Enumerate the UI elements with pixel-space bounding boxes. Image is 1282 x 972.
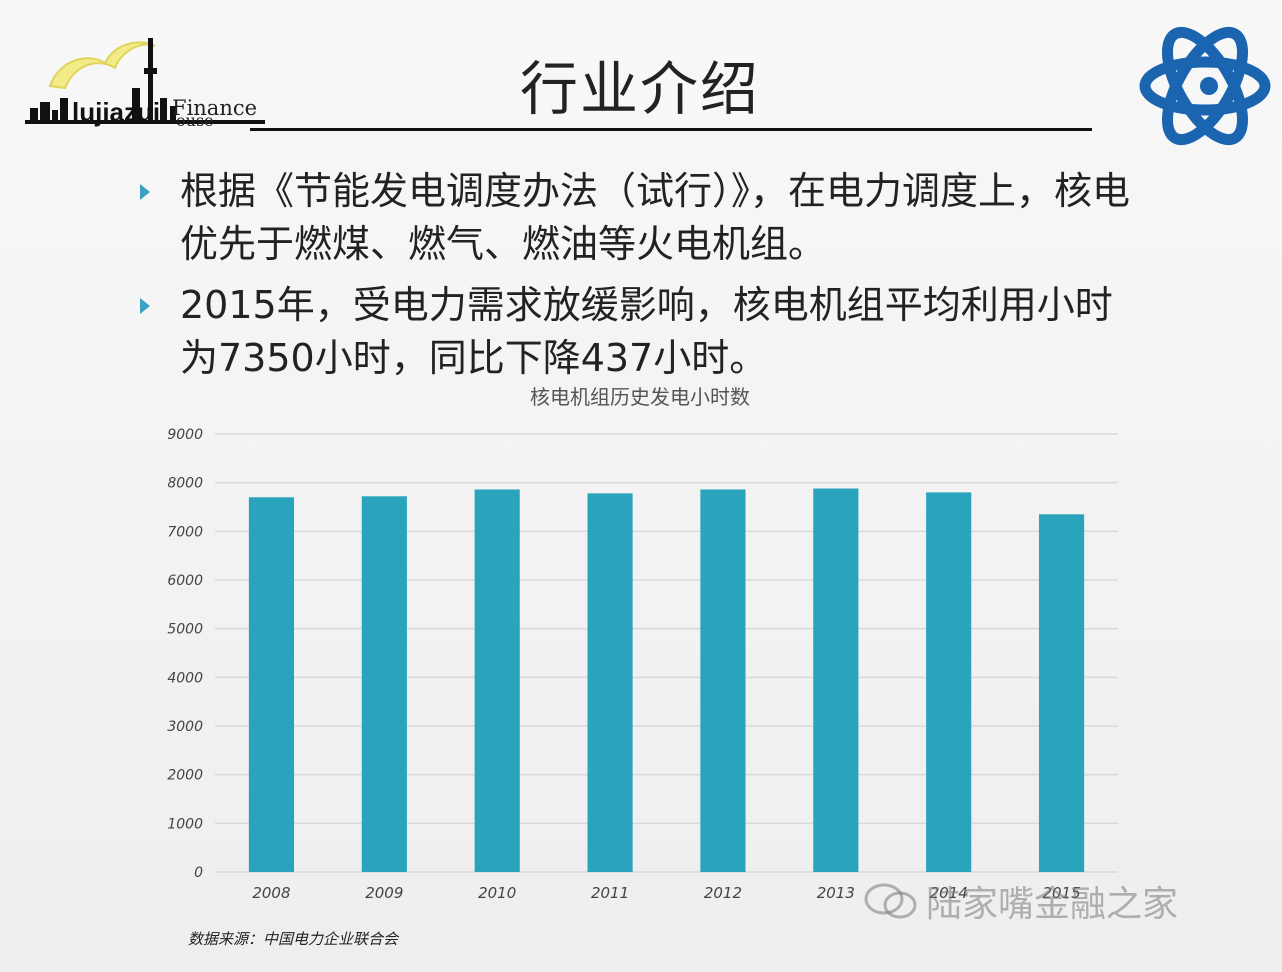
bar-chart: 核电机组历史发电小时数 0 1000 2000 3000 4000 5000 6000 700…: [140, 378, 1140, 938]
bar-2013: [813, 488, 859, 872]
y-tick-label: 2000: [167, 768, 203, 784]
y-tick-label: 9000: [167, 427, 203, 443]
x-tick-label: 2012: [704, 884, 742, 902]
bar-2012: [700, 489, 746, 872]
y-tick-label: 5000: [167, 622, 203, 638]
finance-house-logo: lujiazui: [25, 38, 265, 127]
data-source-note: 数据来源：中国电力企业联合会: [188, 930, 399, 948]
bar-2015: [1038, 514, 1085, 872]
bullet-item: 2015年，受电力需求放缓影响，核电机组平均利用小时为7350小时，同比下降43…: [140, 279, 1140, 385]
x-tick-label: 2011: [591, 884, 629, 902]
y-tick-label: 4000: [167, 670, 203, 686]
bar-2008: [248, 497, 295, 872]
bullet-list: 根据《节能发电调度办法（试行）》，在电力调度上，核电优先于燃煤、燃气、燃油等火电…: [140, 165, 1140, 393]
x-tick-label: 2014: [930, 884, 968, 902]
watermark: 陆家嘴金融之家: [862, 875, 1178, 927]
bullet-arrow-icon: [140, 184, 150, 200]
logo-finance-text: Finance: [172, 96, 258, 120]
chart-title: 核电机组历史发电小时数: [530, 385, 750, 409]
y-tick-label: 7000: [167, 524, 203, 540]
logo-house-text: ouse: [176, 111, 214, 130]
watermark-text: 陆家嘴金融之家: [926, 884, 1179, 925]
bullet-item: 根据《节能发电调度办法（试行）》，在电力调度上，核电优先于燃煤、燃气、燃油等火电…: [140, 165, 1140, 271]
x-tick-label: 2015: [1042, 884, 1080, 902]
wechat-icon: [864, 883, 917, 919]
bar-2010: [474, 489, 520, 872]
chart-svg: 核电机组历史发电小时数 0 1000 2000 3000 4000 5000 6000 700…: [167, 385, 1118, 902]
y-tick-label: 1000: [167, 816, 203, 832]
logo-skyline-text: lujiazui: [72, 97, 160, 127]
bar-2009: [361, 496, 407, 872]
bullet-text: 根据《节能发电调度办法（试行）》，在电力调度上，核电优先于燃煤、燃气、燃油等火电…: [180, 169, 1131, 266]
x-tick-label: 2008: [252, 884, 290, 902]
bar-2011: [587, 493, 633, 872]
title-divider: [250, 128, 1092, 131]
atom-logo-icon: [1139, 26, 1271, 146]
bar-2014: [926, 492, 972, 872]
y-tick-label: 6000: [167, 573, 203, 589]
y-tick-label: 8000: [167, 476, 203, 492]
y-tick-label: 0: [194, 865, 203, 881]
x-tick-label: 2010: [478, 884, 516, 902]
bullet-arrow-icon: [140, 298, 150, 314]
slide-title: 行业介绍: [519, 55, 760, 123]
x-tick-label: 2009: [365, 884, 403, 902]
y-tick-label: 3000: [167, 719, 203, 735]
bullet-text: 2015年，受电力需求放缓影响，核电机组平均利用小时为7350小时，同比下降43…: [180, 283, 1113, 380]
x-tick-label: 2013: [817, 884, 855, 902]
